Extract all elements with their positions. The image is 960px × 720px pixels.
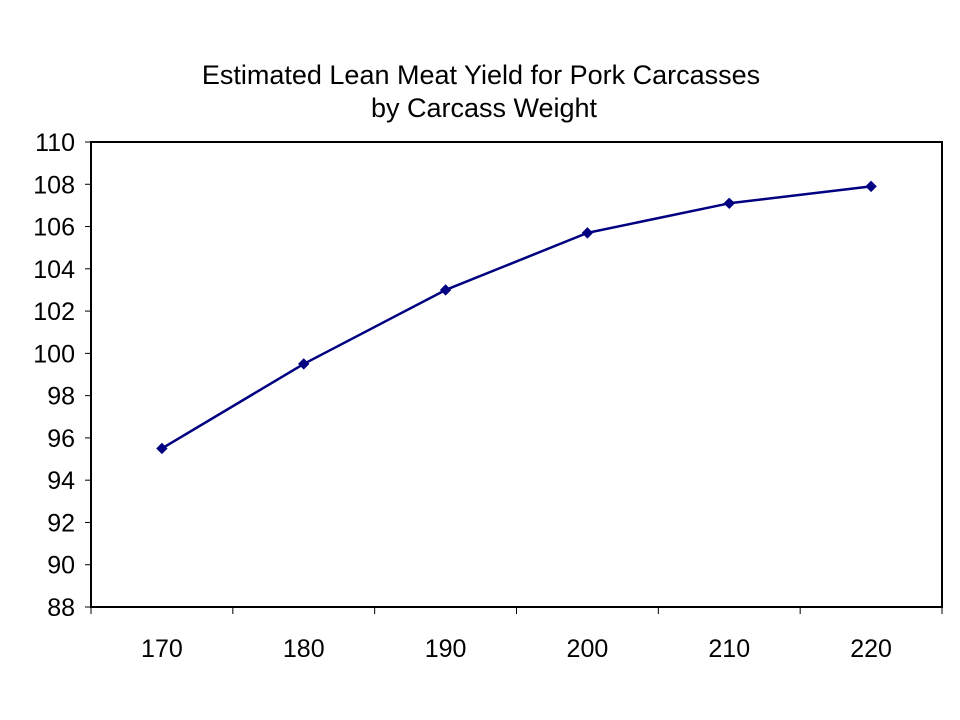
x-tick-label: 170	[141, 635, 183, 663]
chart-title-line-1: Estimated Lean Meat Yield for Pork Carca…	[202, 60, 760, 90]
y-tick-label: 98	[47, 383, 75, 411]
y-tick-label: 102	[33, 298, 75, 326]
data-point-marker	[439, 284, 452, 296]
x-tick-label: 210	[708, 635, 750, 663]
series-line	[161, 185, 872, 450]
y-tick-label: 100	[33, 340, 75, 368]
y-tick-label: 88	[47, 594, 75, 622]
y-tick-label: 106	[33, 214, 75, 242]
y-tick-label: 108	[33, 171, 75, 199]
y-tick-label: 94	[47, 467, 75, 495]
y-tick-label: 110	[35, 129, 75, 157]
x-tick-label: 180	[283, 635, 325, 663]
y-axis: 88 90 92 94 96 98 100 102 104 106 108 110	[33, 129, 91, 622]
data-point-marker	[723, 197, 735, 210]
y-tick-label: 104	[33, 256, 75, 284]
data-point-marker	[581, 227, 594, 239]
y-tick-label: 96	[47, 425, 75, 453]
y-tick-label: 90	[47, 552, 75, 580]
data-point-marker	[156, 442, 168, 455]
x-tick-label: 220	[850, 635, 892, 663]
chart-title-line-2: by Carcass Weight	[371, 93, 598, 123]
x-axis: 170 180 190 200 210 220	[90, 607, 943, 663]
series-layer	[156, 180, 877, 455]
plot-area	[90, 141, 943, 608]
x-tick-label: 190	[425, 635, 467, 663]
data-point-marker	[298, 358, 310, 370]
x-tick-label: 200	[567, 635, 609, 663]
data-point-marker	[865, 180, 877, 193]
y-tick-label: 92	[47, 509, 75, 537]
